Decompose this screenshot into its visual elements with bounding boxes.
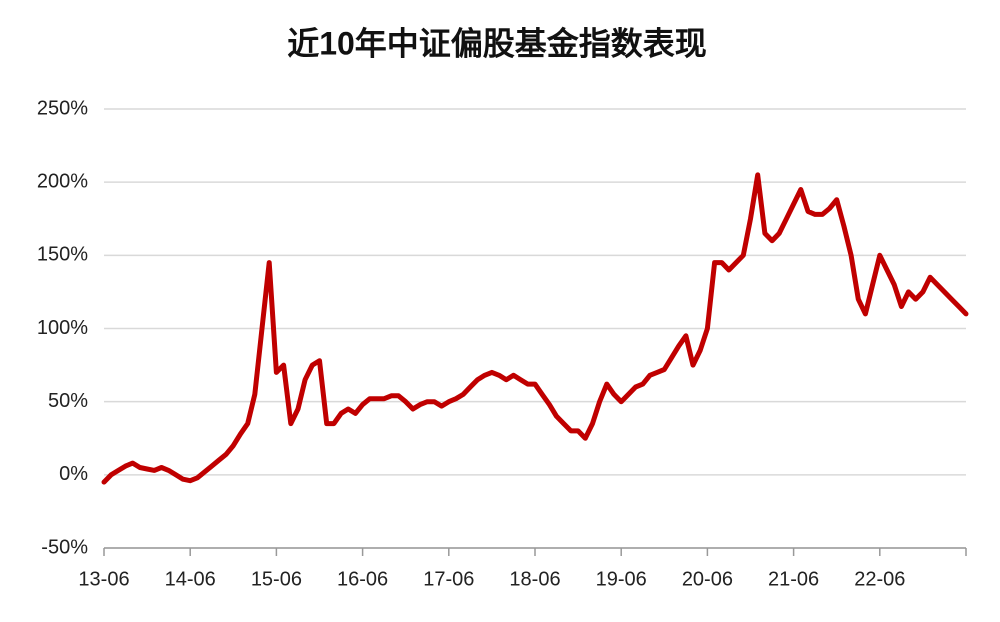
x-tick-label: 17-06 [423,568,474,590]
y-tick-label: 0% [59,463,88,485]
x-tick-label: 20-06 [682,568,733,590]
y-tick-label: 250% [37,97,88,119]
y-tick-label: 150% [37,244,88,266]
x-tick-label: 14-06 [165,568,216,590]
x-tick-label: 13-06 [78,568,129,590]
x-tick-label: 19-06 [596,568,647,590]
y-tick-label: 100% [37,317,88,339]
x-tick-label: 18-06 [509,568,560,590]
y-tick-label: 50% [48,390,88,412]
y-tick-label: 200% [37,170,88,192]
x-tick-label: 22-06 [854,568,905,590]
chart-title: 近10年中证偏股基金指数表现 [287,25,707,61]
line-series [101,172,969,485]
y-tick-label: -50% [41,536,88,558]
x-tick-label: 15-06 [251,568,302,590]
x-tick-label: 21-06 [768,568,819,590]
x-tick-label: 16-06 [337,568,388,590]
